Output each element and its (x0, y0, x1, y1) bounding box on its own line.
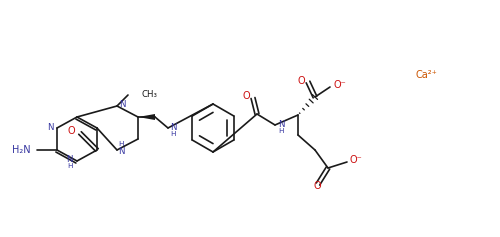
Text: H: H (68, 163, 73, 169)
Text: Ca²⁺: Ca²⁺ (415, 70, 437, 80)
Text: O: O (242, 91, 250, 101)
Text: O: O (68, 126, 75, 136)
Text: H: H (278, 128, 283, 134)
Text: O⁻: O⁻ (350, 155, 363, 165)
Text: O: O (298, 76, 305, 86)
Text: H₂N: H₂N (12, 145, 31, 155)
Text: H: H (118, 141, 124, 147)
Polygon shape (138, 114, 155, 120)
Text: N: N (48, 123, 54, 132)
Text: N: N (119, 100, 126, 109)
Text: N: N (278, 119, 284, 128)
Text: CH₃: CH₃ (142, 90, 158, 99)
Text: N: N (170, 123, 176, 132)
Text: N: N (118, 146, 124, 155)
Text: O: O (313, 181, 321, 191)
Text: N: N (66, 155, 73, 164)
Text: H: H (170, 131, 175, 137)
Text: O⁻: O⁻ (333, 80, 346, 90)
